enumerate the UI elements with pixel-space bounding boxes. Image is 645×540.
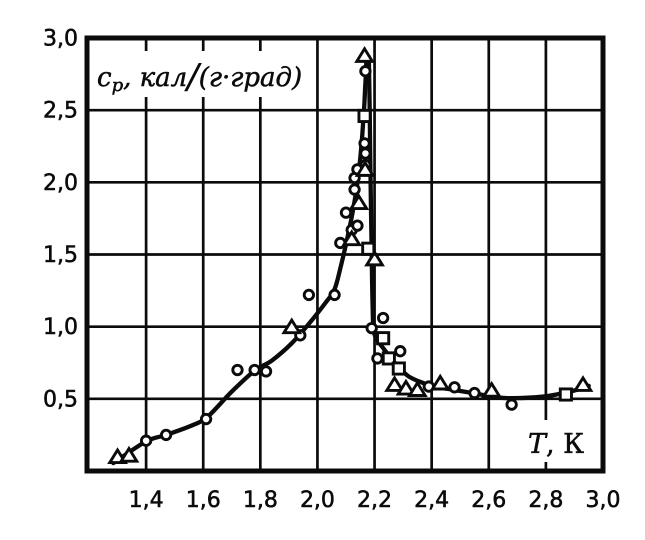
y-tick-label: 3,0 — [43, 27, 78, 52]
y-tick-label: 0,5 — [43, 387, 78, 412]
data-point-circle — [365, 321, 378, 335]
x-tick-label: 2,0 — [300, 488, 335, 513]
data-point-triangle — [481, 380, 503, 398]
y-tick-label: 1,5 — [43, 243, 78, 268]
data-point-circle — [339, 206, 353, 219]
data-point-circle — [448, 381, 461, 394]
data-point-circle — [394, 345, 407, 358]
data-point-circle — [351, 219, 364, 232]
data-point-square — [558, 387, 573, 402]
ylabel: cp, кал/(г·град) — [97, 57, 302, 97]
xlabel: T, К — [528, 429, 584, 460]
data-point-circle — [359, 65, 372, 78]
data-point-triangle — [429, 373, 451, 391]
data-point-circle — [468, 386, 481, 400]
x-tick-label: 2,4 — [414, 488, 449, 513]
data-point-circle — [358, 137, 371, 150]
y-tick-label: 1,0 — [43, 315, 78, 340]
data-point-triangle — [572, 375, 594, 392]
data-point-square — [376, 331, 391, 346]
x-tick-label: 1,6 — [186, 488, 221, 513]
data-point-triangle — [341, 229, 363, 247]
x-tick-label: 2,8 — [528, 488, 563, 513]
data-point-circle — [359, 147, 372, 160]
data-point-triangle — [384, 375, 405, 392]
y-tick-label: 2,5 — [43, 99, 78, 124]
data-point-triangle — [281, 317, 303, 335]
x-tick-label: 3,0 — [586, 488, 621, 513]
data-point-circle — [199, 412, 213, 426]
x-tick-label: 1,8 — [243, 488, 278, 513]
plot-frame — [84, 35, 606, 474]
y-tick-label: 2,0 — [43, 171, 78, 196]
data-point-circle — [248, 363, 261, 377]
data-point-square — [361, 241, 376, 256]
x-tick-label: 1,4 — [129, 488, 164, 513]
data-point-circle — [505, 398, 518, 411]
data-point-triangle — [348, 193, 370, 211]
data-point-square — [381, 351, 396, 366]
x-tick-label: 2,2 — [357, 488, 392, 513]
data-point-circle — [159, 428, 173, 442]
data-point-square — [391, 361, 406, 376]
data-point-circle — [231, 363, 244, 377]
data-point-circle — [328, 288, 341, 302]
data-point-circle — [348, 183, 361, 196]
data-point-triangle — [118, 445, 140, 463]
data-point-triangle — [395, 378, 417, 396]
data-point-circle — [259, 365, 273, 378]
data-point-triangle — [364, 249, 385, 267]
x-tick-label: 2,6 — [471, 488, 506, 513]
data-point-triangle — [406, 380, 428, 397]
xlabel-mask — [521, 420, 593, 462]
data-point-triangle — [354, 160, 376, 177]
data-point-triangle — [354, 46, 375, 63]
data-point-circle — [376, 311, 390, 325]
data-point-square — [357, 108, 372, 123]
data-point-circle — [139, 434, 153, 447]
ylabel-mask — [93, 51, 309, 97]
data-point-circle — [371, 352, 384, 365]
data-point-circle — [302, 288, 316, 302]
